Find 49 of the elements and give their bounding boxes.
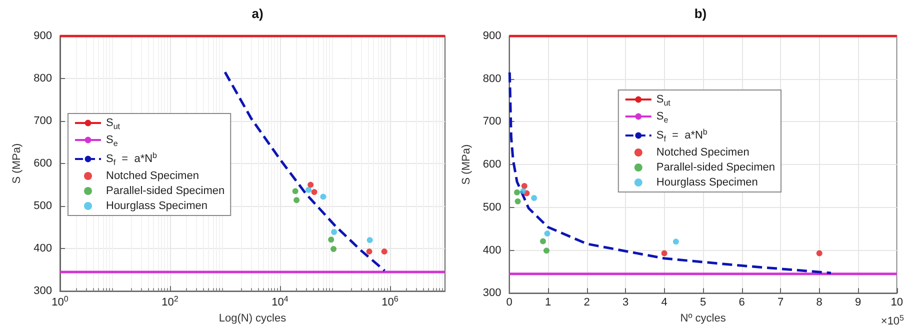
x-tick-label: 7 — [778, 296, 784, 309]
line-series — [508, 71, 832, 274]
point — [531, 194, 538, 201]
legend-label: Hourglass Specimen — [106, 200, 208, 212]
y-tick-label: 300 — [34, 285, 52, 298]
x-tick-label: 5 — [700, 296, 706, 309]
y-tick-label: 400 — [482, 244, 502, 256]
chart-title: a) — [252, 6, 264, 21]
y-tick-label: 800 — [482, 72, 502, 85]
legend-label: Hourglass Specimen — [656, 176, 758, 188]
point — [521, 182, 528, 189]
x-axis-title: Nº cycles — [680, 312, 726, 324]
legend-label: Parallel-sided Specimen — [656, 162, 776, 174]
y-tick-label: 600 — [34, 158, 52, 170]
legend-label: Notched Specimen — [106, 170, 199, 182]
y-tick-label: 500 — [482, 201, 502, 214]
point — [661, 250, 668, 256]
y-tick-label: 400 — [34, 242, 52, 255]
point — [514, 198, 521, 204]
x-tick-label: 8 — [816, 296, 822, 309]
x-tick-label: 4 — [661, 296, 668, 309]
y-tick-label: 700 — [482, 116, 502, 128]
point — [520, 188, 526, 194]
x-axis-title: Log(N) cycles — [218, 312, 287, 324]
x-tick-label: 1 — [544, 296, 552, 309]
chart-title: b) — [694, 6, 707, 21]
y-tick-label: 300 — [482, 287, 502, 300]
legend-label: Notched Specimen — [656, 146, 750, 158]
y-tick-label: 700 — [34, 115, 52, 128]
y-axis-title: S (MPa) — [11, 143, 24, 184]
point — [540, 238, 546, 244]
y-tick-label: 900 — [482, 30, 502, 42]
x-tick-label: 6 — [738, 296, 745, 309]
y-tick-label: 800 — [34, 72, 52, 85]
point — [543, 248, 550, 254]
point — [672, 238, 679, 245]
x-tick-label: 0 — [506, 296, 512, 309]
x-tick-label: 2 — [584, 296, 590, 309]
x-tick-label: 3 — [622, 296, 629, 309]
y-axis-title: S (MPa) — [460, 144, 472, 185]
point — [816, 250, 822, 256]
legend-label: Parallel-sided Specimen — [106, 185, 225, 197]
x-tick-label: 9 — [855, 296, 862, 309]
x-tick-label: 10 — [890, 296, 904, 309]
point — [544, 230, 550, 237]
y-tick-label: 500 — [34, 200, 52, 212]
point — [514, 189, 520, 196]
y-tick-label: 900 — [34, 30, 52, 42]
y-tick-label: 600 — [482, 158, 502, 171]
